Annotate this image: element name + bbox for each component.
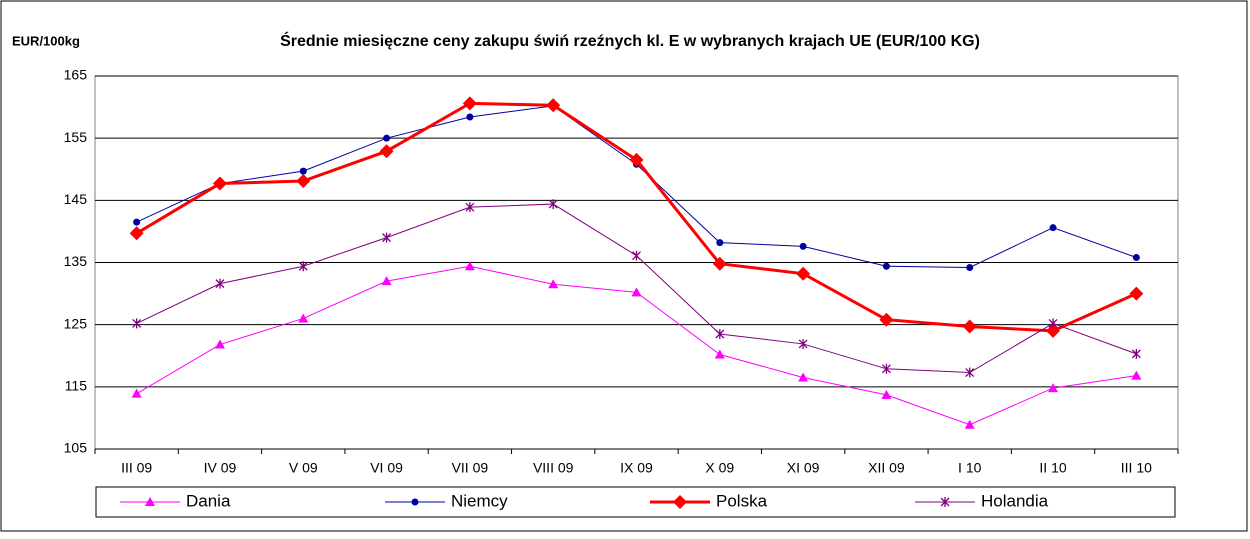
x-tick-label: II 10 bbox=[1039, 460, 1066, 476]
legend-box bbox=[95, 486, 1176, 518]
point bbox=[1048, 318, 1058, 329]
point bbox=[882, 262, 890, 270]
point bbox=[466, 113, 474, 121]
point bbox=[966, 263, 974, 271]
point bbox=[879, 312, 894, 327]
x-tick-label: X 09 bbox=[705, 460, 734, 476]
point bbox=[546, 98, 561, 113]
x-tick-label: VII 09 bbox=[452, 460, 489, 476]
point bbox=[133, 218, 141, 226]
point bbox=[411, 498, 419, 506]
y-tick-label: 165 bbox=[64, 67, 88, 83]
x-tick-label: XII 09 bbox=[868, 460, 905, 476]
point bbox=[798, 338, 808, 349]
point bbox=[299, 167, 307, 175]
point bbox=[629, 152, 644, 167]
point bbox=[383, 134, 391, 142]
x-tick-label: VI 09 bbox=[370, 460, 403, 476]
point bbox=[298, 313, 309, 323]
point bbox=[881, 363, 891, 374]
point bbox=[381, 276, 392, 286]
point bbox=[131, 388, 142, 398]
point bbox=[129, 226, 144, 241]
x-tick-label: III 09 bbox=[121, 460, 152, 476]
legend-label: Niemcy bbox=[451, 491, 508, 510]
point bbox=[712, 256, 727, 271]
x-tick-label: III 10 bbox=[1121, 460, 1152, 476]
x-tick-label: IX 09 bbox=[620, 460, 653, 476]
point bbox=[940, 497, 950, 507]
y-tick-label: 125 bbox=[64, 315, 88, 331]
y-tick-label: 145 bbox=[64, 191, 88, 207]
x-tick-label: VIII 09 bbox=[533, 460, 574, 476]
legend-label: Dania bbox=[186, 491, 231, 510]
point bbox=[964, 419, 975, 429]
point bbox=[379, 144, 394, 159]
point bbox=[298, 261, 308, 272]
y-tick-label: 135 bbox=[64, 253, 88, 269]
point bbox=[462, 96, 477, 111]
point bbox=[548, 279, 559, 289]
point bbox=[881, 389, 892, 399]
point bbox=[1131, 370, 1142, 380]
point bbox=[465, 202, 475, 213]
point bbox=[962, 319, 977, 334]
point bbox=[799, 242, 807, 250]
x-tick-label: XI 09 bbox=[787, 460, 820, 476]
point bbox=[1131, 348, 1141, 359]
y-axis-title: EUR/100kg bbox=[12, 33, 80, 48]
point bbox=[215, 278, 225, 289]
point bbox=[715, 328, 725, 339]
y-tick-label: 155 bbox=[64, 129, 88, 145]
point bbox=[212, 176, 227, 191]
x-tick-label: I 10 bbox=[958, 460, 982, 476]
point bbox=[714, 349, 725, 359]
legend-label: Polska bbox=[716, 491, 768, 510]
point bbox=[382, 232, 392, 243]
point bbox=[464, 261, 475, 271]
x-tick-label: V 09 bbox=[289, 460, 318, 476]
point bbox=[214, 339, 225, 349]
point bbox=[145, 497, 155, 506]
point bbox=[965, 367, 975, 378]
y-tick-label: 115 bbox=[65, 378, 88, 394]
chart-title: Średnie miesięczne ceny zakupu świń rzeź… bbox=[280, 31, 980, 50]
point bbox=[673, 495, 687, 509]
point bbox=[132, 318, 142, 329]
point bbox=[1132, 254, 1140, 262]
point bbox=[796, 266, 811, 281]
point bbox=[548, 199, 558, 210]
point bbox=[716, 239, 724, 247]
y-tick-label: 105 bbox=[64, 440, 88, 456]
point bbox=[1048, 383, 1059, 393]
point bbox=[296, 174, 311, 189]
point bbox=[798, 372, 809, 382]
point bbox=[1049, 224, 1057, 232]
point bbox=[632, 250, 641, 261]
point bbox=[631, 287, 642, 297]
legend-label: Holandia bbox=[981, 491, 1049, 510]
point bbox=[1129, 286, 1144, 301]
x-tick-label: IV 09 bbox=[204, 460, 237, 476]
